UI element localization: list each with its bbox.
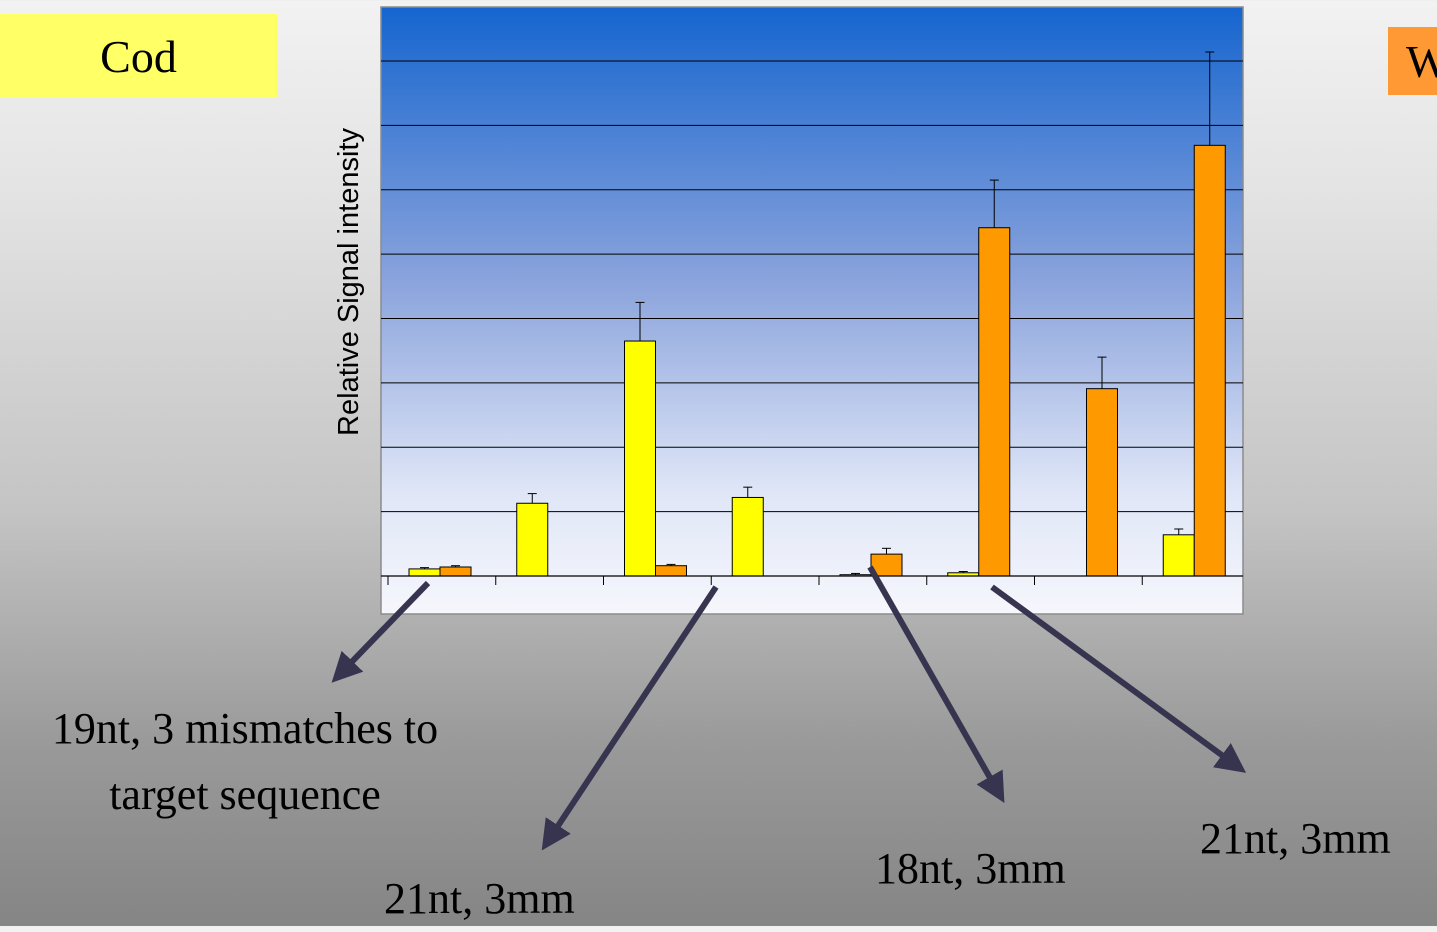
arrows [331,565,1247,851]
annotation-19nt-line1: 19nt, 3 mismatches to [51,704,439,753]
bar-w-6 [978,227,1011,577]
arrow-1 [331,580,431,683]
bar-cod-4 [731,496,764,577]
bar-w-7 [1086,388,1118,577]
bar-cod-2 [516,502,549,577]
arrow-3 [867,565,1005,804]
y-axis-label: Relative Signal intensity [333,128,365,436]
legend-w-text: W [1406,35,1437,87]
annotation-21nt-left: 21nt, 3mm [384,874,575,923]
bar-cod-3 [624,340,656,577]
bar-w-3 [655,565,687,577]
bar-w-8 [1193,144,1226,577]
bar-cod-8 [1162,534,1195,577]
bar-cod-1 [408,568,441,577]
annotation-21nt-right: 21nt, 3mm [1200,814,1391,863]
x-axis [381,575,1243,585]
annotation-19nt-line2: target sequence [109,770,381,819]
legend-cod-text: Cod [100,30,177,82]
legend-cod-label: Cod [0,14,277,98]
bar-w-1 [439,566,472,577]
legend-w-label: W [1388,27,1437,95]
arrow-2 [541,585,719,851]
annotation-19nt: 19nt, 3 mismatches to target sequence [0,696,490,828]
annotation-18nt: 18nt, 3mm [875,844,1066,893]
arrow-4 [990,584,1247,773]
